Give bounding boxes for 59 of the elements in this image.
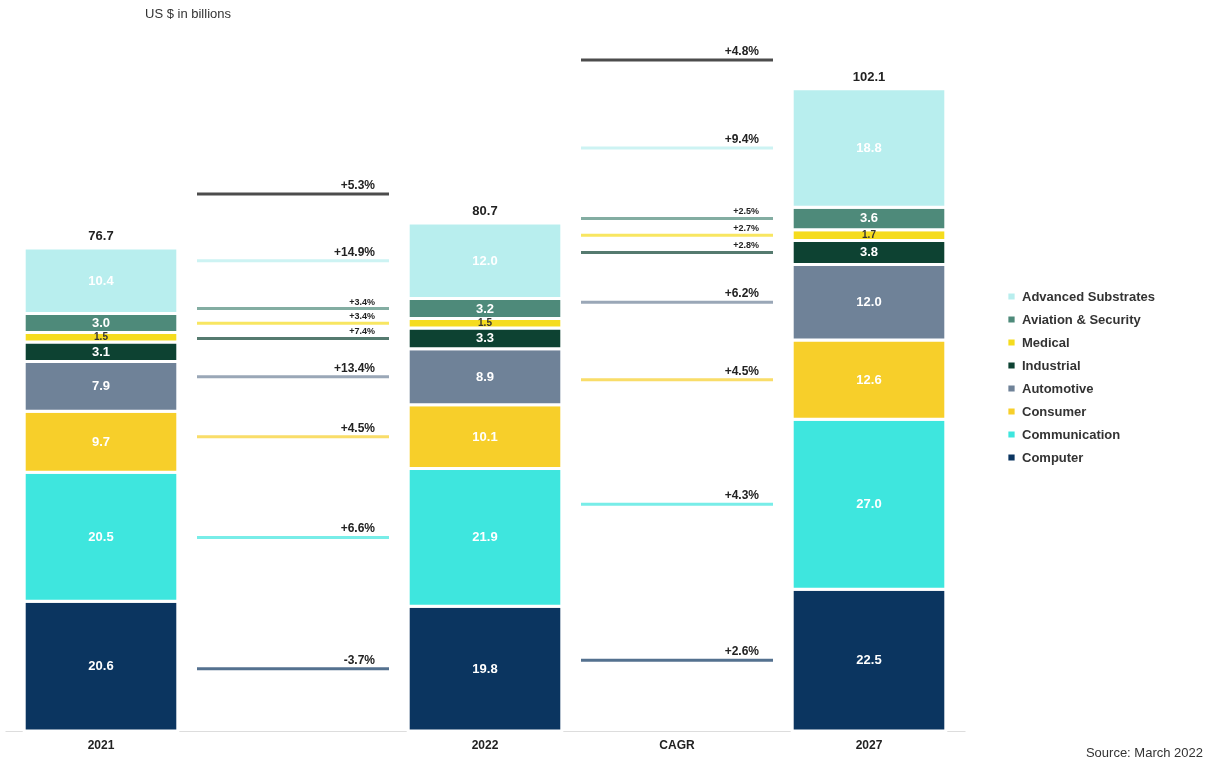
data-label: 22.5 bbox=[856, 652, 882, 668]
annotation: +14.9% bbox=[333, 244, 376, 259]
data-label: 3.2 bbox=[475, 300, 495, 316]
x-tick-label: 2022 bbox=[471, 737, 499, 752]
data-label: 18.8 bbox=[856, 139, 882, 155]
annotation: +9.4% bbox=[724, 131, 760, 146]
data-label: 19.8 bbox=[472, 660, 498, 676]
legend-label: Consumer bbox=[1022, 403, 1087, 419]
annotation: +5.3% bbox=[340, 178, 376, 193]
annotation: +2.6% bbox=[724, 644, 760, 659]
data-label: 1.7 bbox=[862, 229, 877, 241]
x-tick-label: 2021 bbox=[87, 737, 115, 752]
x-tick-label: 2027 bbox=[855, 737, 883, 752]
data-label: 3.1 bbox=[91, 343, 111, 359]
data-label: 20.5 bbox=[88, 528, 114, 544]
total-label: 76.7 bbox=[88, 228, 114, 244]
data-label: 21.9 bbox=[472, 529, 498, 545]
total-label: 80.7 bbox=[472, 202, 498, 218]
data-label: 1.5 bbox=[478, 317, 493, 329]
data-label: 20.6 bbox=[88, 658, 114, 674]
annotation: +4.5% bbox=[724, 363, 760, 378]
data-label: 12.0 bbox=[856, 294, 882, 310]
legend-label: Industrial bbox=[1022, 357, 1081, 373]
total-label: 102.1 bbox=[852, 68, 886, 84]
annotation: +4.3% bbox=[724, 488, 760, 503]
annotation: +7.4% bbox=[349, 326, 375, 337]
data-label: 9.7 bbox=[91, 433, 111, 449]
annotation: +2.7% bbox=[733, 223, 759, 234]
source-note: Source: March 2022 bbox=[1085, 745, 1203, 760]
data-label: 10.4 bbox=[88, 272, 115, 288]
data-label: 12.0 bbox=[472, 252, 498, 268]
x-tick-label: CAGR bbox=[659, 737, 695, 752]
annotation: +3.4% bbox=[349, 311, 375, 322]
legend-label: Computer bbox=[1022, 449, 1084, 465]
data-label: 12.6 bbox=[856, 371, 882, 387]
legend-label: Automotive bbox=[1022, 380, 1094, 396]
annotation: +13.4% bbox=[333, 360, 376, 375]
annotation: +2.5% bbox=[733, 206, 759, 217]
annotation: +3.4% bbox=[349, 296, 375, 307]
data-label: 3.0 bbox=[91, 315, 111, 331]
data-label: 8.9 bbox=[475, 368, 495, 384]
legend-label: Medical bbox=[1022, 334, 1070, 350]
data-label: 3.8 bbox=[859, 244, 879, 260]
data-label: 7.9 bbox=[91, 378, 111, 394]
legend-label: Communication bbox=[1022, 426, 1121, 442]
chart-subtitle: US $ in billions bbox=[145, 6, 231, 21]
annotation: +2.8% bbox=[733, 240, 759, 251]
annotation: +6.2% bbox=[724, 286, 760, 301]
data-label: 27.0 bbox=[856, 496, 882, 512]
data-label: 3.3 bbox=[475, 330, 495, 346]
legend-label: Advanced Substrates bbox=[1022, 288, 1155, 304]
annotation: +6.6% bbox=[340, 521, 376, 536]
data-label: 10.1 bbox=[472, 428, 498, 444]
data-label: 3.6 bbox=[859, 210, 879, 226]
legend-label: Aviation & Security bbox=[1022, 311, 1142, 327]
text: +4.8% bbox=[724, 43, 760, 58]
data-label: 1.5 bbox=[94, 331, 109, 343]
annotation: +4.5% bbox=[340, 420, 376, 435]
annotation: -3.7% bbox=[343, 652, 376, 667]
